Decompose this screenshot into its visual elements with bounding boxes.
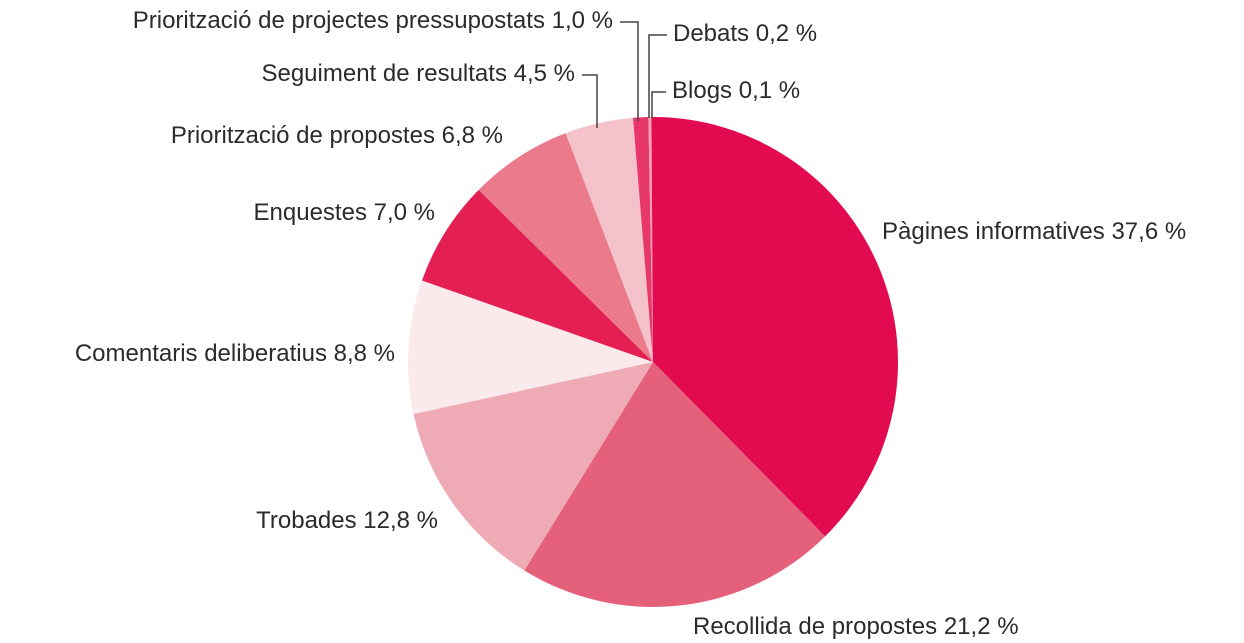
slice-label: Priorització de projectes pressupostats … bbox=[133, 7, 613, 34]
slice-value: 12,8 % bbox=[363, 507, 438, 534]
slice-label: Comentaris deliberatius 8,8 % bbox=[75, 340, 395, 367]
slice-category: Priorització de propostes bbox=[171, 122, 435, 149]
pie-slice bbox=[648, 117, 653, 362]
pie-slice bbox=[633, 117, 653, 363]
slice-value: 8,8 % bbox=[334, 340, 395, 367]
leader-line bbox=[582, 74, 598, 128]
leader-line bbox=[648, 34, 667, 118]
pie-slice bbox=[524, 362, 826, 608]
slice-value: 37,6 % bbox=[1111, 218, 1186, 245]
slice-label: Priorització de propostes 6,8 % bbox=[171, 122, 503, 149]
slice-value: 0,2 % bbox=[756, 20, 817, 47]
slice-category: Debats bbox=[673, 20, 749, 47]
slice-value: 21,2 % bbox=[944, 613, 1019, 640]
slice-category: Enquestes bbox=[254, 199, 367, 226]
slice-label: Debats 0,2 % bbox=[673, 20, 817, 47]
slice-category: Comentaris deliberatius bbox=[75, 340, 327, 367]
pie-slice bbox=[478, 133, 653, 362]
slice-category: Seguiment de resultats bbox=[261, 60, 506, 87]
pie-slice bbox=[653, 117, 898, 537]
slice-label: Seguiment de resultats 4,5 % bbox=[261, 60, 575, 87]
slice-category: Priorització de projectes pressupostats bbox=[133, 7, 545, 34]
slice-category: Trobades bbox=[256, 507, 357, 534]
slice-category: Recollida de propostes bbox=[693, 613, 937, 640]
leader-line bbox=[620, 21, 639, 121]
slice-value: 1,0 % bbox=[552, 7, 613, 34]
slice-value: 6,8 % bbox=[442, 122, 503, 149]
slice-label: Blogs 0,1 % bbox=[672, 77, 800, 104]
slice-label: Recollida de propostes 21,2 % bbox=[693, 613, 1019, 640]
pie-slice bbox=[651, 117, 653, 362]
slice-value: 7,0 % bbox=[374, 199, 435, 226]
slice-value: 4,5 % bbox=[514, 60, 575, 87]
slice-label: Trobades 12,8 % bbox=[256, 507, 438, 534]
slice-category: Pàgines informatives bbox=[882, 218, 1105, 245]
leader-line bbox=[651, 91, 666, 118]
slice-category: Blogs bbox=[672, 77, 732, 104]
pie-slice bbox=[565, 117, 653, 362]
slice-label: Pàgines informatives 37,6 % bbox=[882, 218, 1186, 245]
slice-value: 0,1 % bbox=[739, 77, 800, 104]
pie-slice bbox=[408, 280, 653, 414]
slice-label: Enquestes 7,0 % bbox=[254, 199, 435, 226]
pie-slice bbox=[421, 189, 653, 362]
pie-slice bbox=[413, 362, 653, 571]
